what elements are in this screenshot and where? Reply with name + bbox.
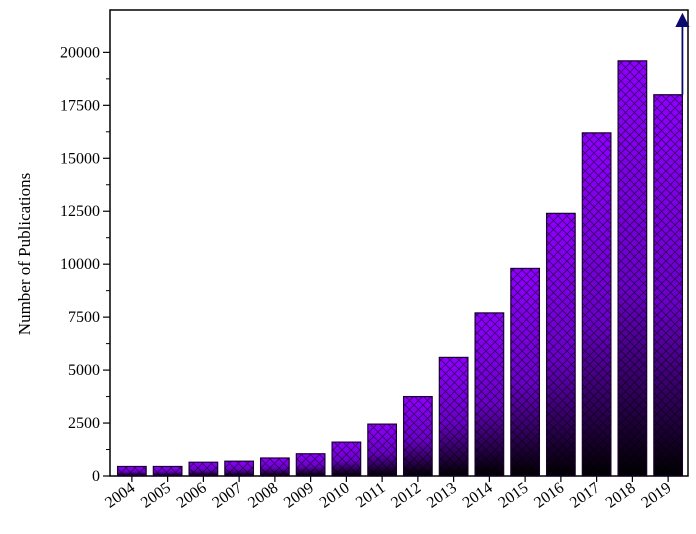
x-tick-label: 2005 bbox=[138, 479, 174, 511]
bar-hatch-2014 bbox=[475, 312, 504, 476]
bar-hatch-2016 bbox=[546, 213, 576, 476]
x-tick-label: 2016 bbox=[531, 479, 567, 511]
x-axis: 2004 2005 2006 2007 2008 2009 2010 2011 2012 2013… bbox=[102, 476, 674, 512]
x-tick-label: 2014 bbox=[460, 479, 496, 511]
x-tick-label: 2019 bbox=[638, 479, 674, 511]
bar-hatch-2006 bbox=[189, 462, 218, 476]
x-tick-label: 2018 bbox=[603, 479, 639, 511]
y-tick-label: 5000 bbox=[68, 362, 100, 379]
y-axis-title: Number of Publications bbox=[15, 173, 34, 335]
bar-hatch-2011 bbox=[367, 424, 397, 476]
bars-group bbox=[116, 60, 684, 477]
bar-hatch-2007 bbox=[224, 461, 254, 476]
y-tick-label: 12500 bbox=[60, 203, 100, 220]
y-axis: 0 2500 5000 7500 10000 12500 15000 17500 20000 bbox=[60, 44, 110, 485]
y-tick-label: 20000 bbox=[60, 44, 100, 61]
x-tick-label: 2015 bbox=[495, 479, 531, 511]
x-tick-label: 2011 bbox=[353, 479, 388, 511]
bar-hatch-2004 bbox=[117, 466, 147, 476]
y-tick-label: 0 bbox=[92, 468, 100, 485]
bar-hatch-2008 bbox=[260, 457, 290, 476]
x-tick-label: 2004 bbox=[102, 479, 138, 511]
bar-hatch-2015 bbox=[510, 268, 540, 476]
x-tick-label: 2017 bbox=[567, 479, 603, 511]
bar-hatch-2012 bbox=[403, 396, 433, 476]
y-tick-label: 15000 bbox=[60, 150, 100, 167]
y-tick-label: 7500 bbox=[68, 309, 100, 326]
y-tick-label: 17500 bbox=[60, 97, 100, 114]
x-tick-label: 2006 bbox=[174, 479, 210, 511]
bar-hatch-2013 bbox=[439, 357, 468, 476]
bar-hatch-2019 bbox=[653, 94, 683, 477]
bar-hatch-2018 bbox=[618, 60, 647, 476]
x-tick-label: 2008 bbox=[245, 479, 281, 511]
y-tick-label: 10000 bbox=[60, 256, 100, 273]
bar-hatch-2017 bbox=[582, 132, 611, 476]
bar-hatch-2010 bbox=[332, 442, 361, 476]
bar-hatch-2009 bbox=[296, 453, 325, 476]
x-tick-label: 2012 bbox=[388, 479, 424, 511]
bar-hatch-2005 bbox=[153, 466, 182, 476]
y-tick-label: 2500 bbox=[68, 415, 100, 432]
x-tick-label: 2009 bbox=[281, 479, 317, 511]
x-tick-label: 2013 bbox=[424, 479, 460, 511]
plot-frame bbox=[109, 9, 689, 477]
x-tick-label: 2010 bbox=[317, 479, 353, 511]
x-tick-label: 2007 bbox=[209, 479, 245, 511]
